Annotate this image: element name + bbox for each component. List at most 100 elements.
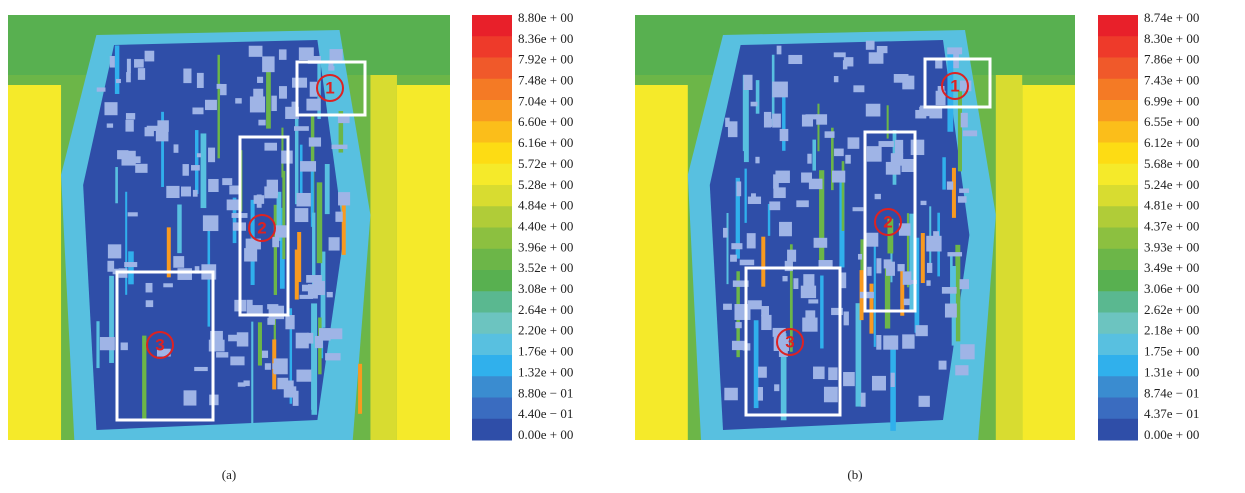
colorbar-label: 7.48e + 00 [518, 73, 573, 88]
colorbar-label: 0.00e + 00 [518, 427, 573, 442]
colorbar-band [1098, 185, 1138, 207]
building [916, 325, 928, 336]
figure: 1238.80e + 008.36e + 007.92e + 007.48e +… [0, 0, 1245, 493]
building [272, 237, 279, 247]
building [296, 370, 311, 382]
building [267, 180, 278, 196]
building [307, 333, 313, 344]
building [828, 367, 837, 380]
colorbar-band [472, 249, 512, 271]
building [183, 69, 191, 84]
colorbar-label: 5.72e + 00 [518, 156, 573, 171]
building [761, 315, 771, 330]
colorbar-label: 6.12e + 00 [1144, 135, 1199, 150]
building [876, 258, 881, 273]
colorbar-label: 5.68e + 00 [1144, 156, 1199, 171]
colorbar-label: 6.16e + 00 [518, 135, 573, 150]
building [774, 384, 779, 391]
building [217, 84, 222, 89]
region-label: 2 [257, 218, 266, 237]
building [177, 268, 191, 280]
colorbar-band [472, 334, 512, 356]
building [306, 99, 320, 111]
building [127, 59, 131, 73]
building [230, 356, 244, 365]
region-label: 3 [785, 332, 794, 351]
building [747, 233, 756, 248]
building [279, 49, 287, 60]
colorbar-band [472, 100, 512, 122]
building [330, 328, 342, 339]
building [814, 238, 828, 248]
building [193, 190, 198, 197]
building [194, 367, 208, 371]
building [959, 279, 968, 289]
building [919, 396, 930, 407]
building [146, 300, 153, 307]
colorbar-band [1098, 121, 1138, 143]
building [921, 201, 927, 205]
building [788, 55, 802, 64]
colorbar-label: 2.62e + 00 [1144, 302, 1199, 317]
building [723, 228, 728, 238]
building [961, 113, 968, 128]
building [117, 150, 128, 159]
colorbar-label: 8.74e − 01 [1144, 385, 1199, 400]
building [279, 86, 287, 99]
panel: 1238.74e + 008.30e + 007.86e + 007.43e +… [635, 10, 1199, 482]
building [209, 340, 225, 352]
building [235, 98, 242, 103]
building [728, 121, 738, 137]
building [265, 363, 271, 370]
building [891, 153, 903, 166]
colorbar-band [472, 185, 512, 207]
colorbar-label: 2.64e + 00 [518, 302, 573, 317]
building [228, 335, 237, 342]
building [860, 292, 874, 298]
building [853, 207, 864, 211]
building [933, 231, 939, 242]
building [793, 278, 798, 289]
colorbar-label: 7.92e + 00 [518, 52, 573, 67]
building [267, 304, 278, 309]
building [960, 344, 974, 359]
building [197, 73, 204, 88]
building [309, 137, 321, 146]
building [947, 47, 962, 54]
building [891, 373, 895, 387]
building [181, 187, 191, 197]
building [845, 155, 850, 164]
map-hot [358, 364, 362, 414]
map-streak [201, 133, 207, 208]
colorbar-band [472, 419, 512, 441]
building [244, 248, 257, 261]
building [267, 318, 275, 325]
building [866, 104, 881, 117]
building [250, 244, 259, 248]
building [853, 85, 864, 92]
colorbar-label: 5.24e + 00 [1144, 177, 1199, 192]
building [945, 304, 957, 318]
building [761, 306, 769, 316]
building [736, 181, 741, 196]
building [203, 215, 218, 231]
map-side [8, 85, 61, 440]
colorbar-band [1098, 36, 1138, 58]
map-streak [115, 167, 118, 203]
building [751, 102, 758, 107]
colorbar-band [1098, 419, 1138, 441]
building [121, 342, 128, 350]
colorbar-band [1098, 164, 1138, 186]
building [299, 295, 312, 299]
building [277, 378, 288, 389]
building [867, 267, 871, 276]
building [174, 144, 179, 152]
building [145, 127, 154, 136]
building [802, 318, 817, 332]
building [250, 96, 265, 112]
colorbar-band [1098, 398, 1138, 420]
building [146, 283, 153, 292]
building [116, 79, 121, 83]
building [296, 193, 310, 206]
colorbar-label: 4.84e + 00 [518, 198, 573, 213]
